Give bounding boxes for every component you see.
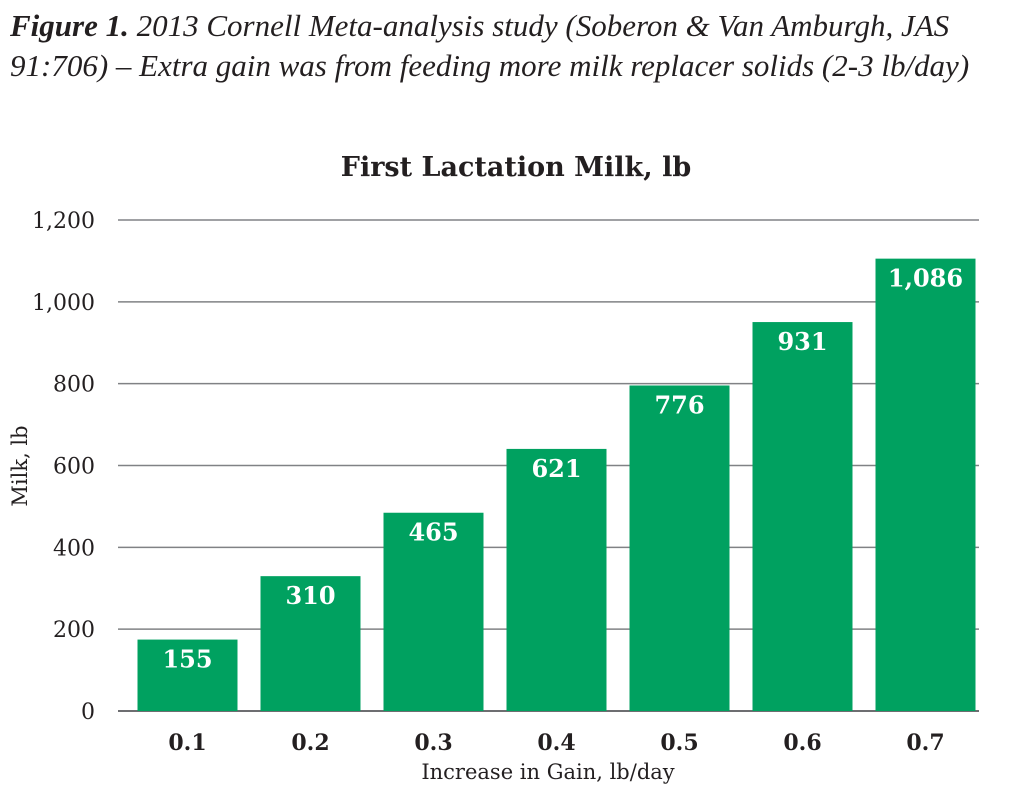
- bar: [383, 512, 484, 711]
- bar: [137, 639, 238, 711]
- data-label: 931: [777, 327, 827, 356]
- bars: [137, 258, 976, 711]
- y-tick-label: 0: [81, 700, 95, 725]
- bar: [752, 322, 853, 711]
- x-tick-label: 0.5: [660, 730, 698, 756]
- y-tick-label: 1,000: [32, 291, 95, 316]
- x-tick-label: 0.6: [783, 730, 821, 756]
- x-tick-label: 0.3: [414, 730, 452, 756]
- figure-caption-text: 2013 Cornell Meta-analysis study (Sobero…: [10, 8, 970, 83]
- y-tick-label: 1,200: [32, 209, 95, 234]
- y-tick-label: 200: [53, 618, 95, 643]
- data-label: 310: [285, 581, 335, 610]
- y-axis-label: Milk, lb: [8, 425, 32, 506]
- figure-caption-label: Figure 1.: [10, 8, 129, 43]
- x-tick-label: 0.4: [537, 730, 575, 756]
- x-axis-label: Increase in Gain, lb/day: [421, 760, 674, 784]
- data-label: 465: [408, 518, 458, 547]
- data-label: 776: [654, 390, 704, 419]
- data-label: 155: [162, 645, 212, 674]
- chart-title: First Lactation Milk, lb: [341, 152, 691, 183]
- data-labels: 155 310 465 621 776 931 1,086: [162, 264, 963, 674]
- y-tick-label: 400: [53, 536, 95, 561]
- x-tick-labels: 0.1 0.2 0.3 0.4 0.5 0.6 0.7: [168, 730, 944, 756]
- bar: [260, 576, 361, 711]
- bar: [629, 385, 730, 711]
- y-tick-label: 600: [53, 455, 95, 480]
- x-tick-label: 0.7: [906, 730, 944, 756]
- x-tick-label: 0.1: [168, 730, 206, 756]
- data-label: 621: [531, 454, 581, 483]
- bar: [875, 258, 976, 711]
- x-tick-label: 0.2: [291, 730, 329, 756]
- bar: [506, 448, 607, 711]
- figure-caption: Figure 1. 2013 Cornell Meta-analysis stu…: [10, 6, 1010, 86]
- data-label: 1,086: [888, 264, 963, 293]
- y-tick-labels: 0 200 400 600 800 1,000 1,200: [32, 209, 95, 725]
- y-tick-label: 800: [53, 373, 95, 398]
